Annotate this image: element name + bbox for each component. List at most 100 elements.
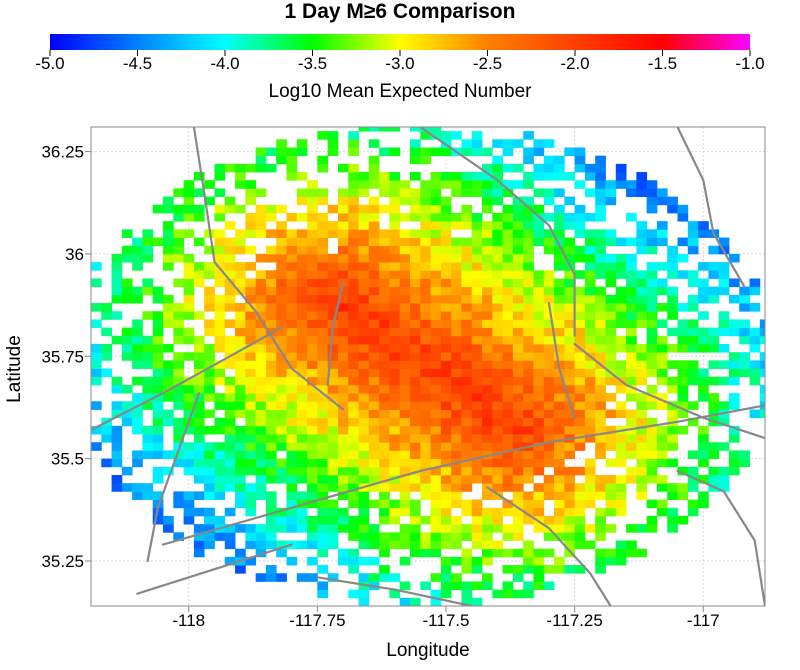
heatmap-cell <box>409 127 421 132</box>
heatmap-cell <box>163 237 174 247</box>
heatmap-cell <box>224 360 236 369</box>
heatmap-cell <box>440 556 452 566</box>
heatmap-cell <box>337 483 349 492</box>
heatmap-cell <box>183 384 195 394</box>
heatmap-cell <box>728 458 740 468</box>
heatmap-cell <box>327 139 339 148</box>
heatmap-cell <box>523 565 534 574</box>
heatmap-cell <box>605 229 617 238</box>
heatmap-cell <box>193 352 205 361</box>
heatmap-cell <box>317 237 329 247</box>
heatmap-cell <box>492 172 503 181</box>
heatmap-cell <box>235 491 246 500</box>
heatmap-cell <box>440 172 452 181</box>
heatmap-cell <box>173 499 185 509</box>
heatmap-cell <box>317 335 329 345</box>
heatmap-cell <box>368 540 380 550</box>
heatmap-cell <box>698 376 709 386</box>
heatmap-cell <box>399 581 411 591</box>
heatmap-cell <box>461 319 473 329</box>
heatmap-cell <box>307 180 318 189</box>
heatmap-cell <box>595 384 606 394</box>
heatmap-cell <box>708 450 720 460</box>
heatmap-cell <box>368 294 380 304</box>
heatmap-cell <box>471 139 483 148</box>
heatmap-cell <box>358 376 370 386</box>
heatmap-cell <box>255 376 267 386</box>
heatmap-cell <box>646 319 658 329</box>
heatmap-cell <box>409 335 421 345</box>
heatmap-cell <box>543 368 555 378</box>
heatmap-cell <box>358 474 370 484</box>
heatmap-cell <box>265 442 277 451</box>
heatmap-cell <box>307 491 318 500</box>
heatmap-cell <box>91 343 102 353</box>
heatmap-cell <box>471 597 483 606</box>
heatmap-cell <box>163 515 174 525</box>
heatmap-cell <box>584 188 596 197</box>
heatmap-cell <box>183 180 195 189</box>
heatmap-cell <box>163 368 174 378</box>
heatmap-cell <box>543 458 555 468</box>
heatmap-cell <box>584 376 596 386</box>
heatmap-cell <box>677 253 689 263</box>
heatmap-cell <box>163 409 174 419</box>
heatmap-cell <box>420 450 431 460</box>
heatmap-cell <box>749 286 761 296</box>
heatmap-cell <box>317 319 329 329</box>
heatmap-cell <box>533 581 545 591</box>
heatmap-cell <box>646 294 658 304</box>
heatmap-cell <box>255 360 267 369</box>
heatmap-cell <box>584 401 596 410</box>
heatmap-cell <box>461 172 473 181</box>
heatmap-cell <box>451 532 462 541</box>
heatmap-cell <box>605 352 617 361</box>
heatmap-cell <box>183 442 195 451</box>
heatmap-cell <box>523 335 534 345</box>
chart-title: 1 Day M≥6 Comparison <box>285 0 516 23</box>
heatmap-cell <box>605 474 617 484</box>
heatmap-cell <box>451 434 462 443</box>
heatmap-cell <box>471 376 483 386</box>
heatmap-cell <box>389 352 401 361</box>
heatmap-cell <box>348 221 359 230</box>
heatmap-cell <box>440 515 452 525</box>
heatmap-cell <box>409 327 421 337</box>
heatmap-cell <box>265 434 277 443</box>
heatmap-cell <box>698 335 709 345</box>
heatmap-cell <box>605 425 617 435</box>
heatmap-cell <box>286 319 298 329</box>
heatmap-cell <box>430 229 442 238</box>
heatmap-cell <box>245 319 257 329</box>
heatmap-cell <box>512 442 524 451</box>
heatmap-cell <box>543 319 555 329</box>
heatmap-cell <box>677 409 689 419</box>
heatmap-cell <box>626 376 637 386</box>
heatmap-cell <box>337 303 349 312</box>
heatmap-cell <box>235 499 246 509</box>
heatmap-cell <box>163 376 174 386</box>
heatmap-cell <box>461 180 473 189</box>
heatmap-cell <box>224 335 236 345</box>
heatmap-cell <box>193 335 205 345</box>
heatmap-cell <box>492 139 503 148</box>
heatmap-cell <box>348 303 359 312</box>
heatmap-cell <box>656 286 668 296</box>
heatmap-cell <box>368 303 380 312</box>
heatmap-cell <box>584 483 596 492</box>
heatmap-cell <box>677 368 689 378</box>
heatmap-cell <box>451 262 462 271</box>
heatmap-cell <box>440 319 452 329</box>
heatmap-cell <box>276 245 287 255</box>
heatmap-cell <box>193 507 205 517</box>
heatmap-cell <box>173 368 185 378</box>
heatmap-cell <box>389 262 401 271</box>
heatmap-cell <box>276 204 287 214</box>
heatmap-cell <box>389 319 401 329</box>
heatmap-cell <box>214 483 226 492</box>
heatmap-cell <box>430 335 442 345</box>
heatmap-cell <box>111 335 123 345</box>
heatmap-cell <box>636 417 648 427</box>
heatmap-cell <box>235 442 246 451</box>
heatmap-cell <box>554 163 565 173</box>
